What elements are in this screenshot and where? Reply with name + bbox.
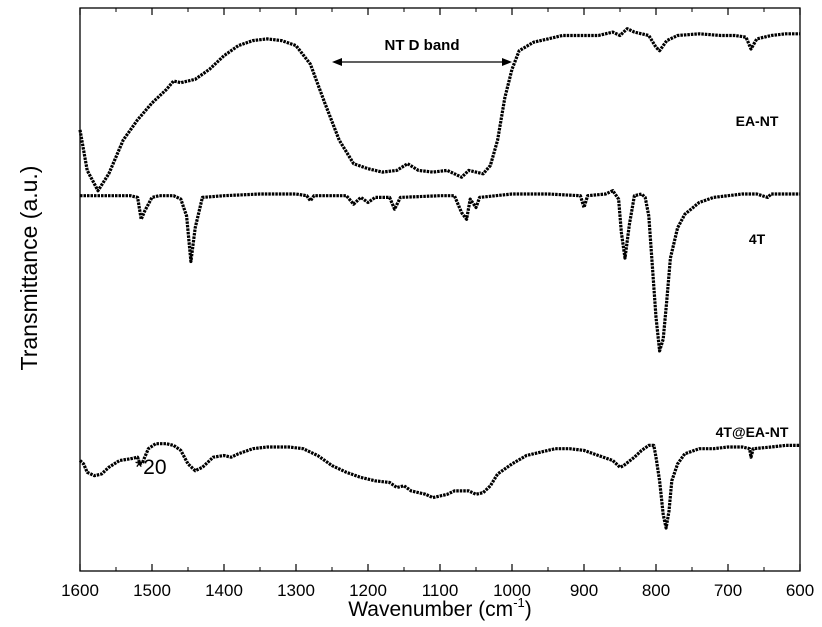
series-line-4t (80, 189, 800, 353)
nt-d-band-label: NT D band (385, 37, 460, 54)
x-tick-label: 700 (714, 581, 742, 600)
x-tick-label: 1300 (277, 581, 315, 600)
x-tick-label: 1200 (349, 581, 387, 600)
series-layer (78, 27, 800, 530)
x-tick-label: 900 (570, 581, 598, 600)
x-tick-label: 1500 (133, 581, 171, 600)
x-axis-ticks: 1600 1500 1400 1300 1200 1100 1000 900 800 700 600 (61, 8, 814, 600)
plot-border (79, 7, 801, 572)
scale-note: *20 (135, 456, 167, 479)
series-line-4t-ea-nt (78, 442, 800, 530)
series-label-layer: EA-NT 4T 4T@EA-NT (716, 113, 789, 440)
x-axis-label: Wavenumber (cm-1) (348, 595, 532, 621)
nt-d-band-arrowhead-left (332, 58, 342, 66)
plot-frame (79, 7, 801, 572)
series-label-ea-nt: EA-NT (736, 113, 779, 129)
series-label-4t-ea-nt: 4T@EA-NT (716, 424, 789, 440)
y-axis-label: Transmittance (a.u.) (16, 166, 42, 371)
x-tick-label: 1400 (205, 581, 243, 600)
series-label-4t: 4T (749, 231, 766, 247)
x-tick-label: 1100 (422, 581, 459, 600)
nt-d-band-annotation: NT D band (332, 37, 512, 66)
x-tick-label: 1000 (493, 581, 531, 600)
nt-d-band-arrowhead-right (502, 58, 512, 66)
x-tick-label: 1600 (61, 581, 99, 600)
x-tick-label: 800 (642, 581, 670, 600)
x-tick-label: 600 (786, 581, 814, 600)
series-line-ea-nt (78, 27, 800, 193)
